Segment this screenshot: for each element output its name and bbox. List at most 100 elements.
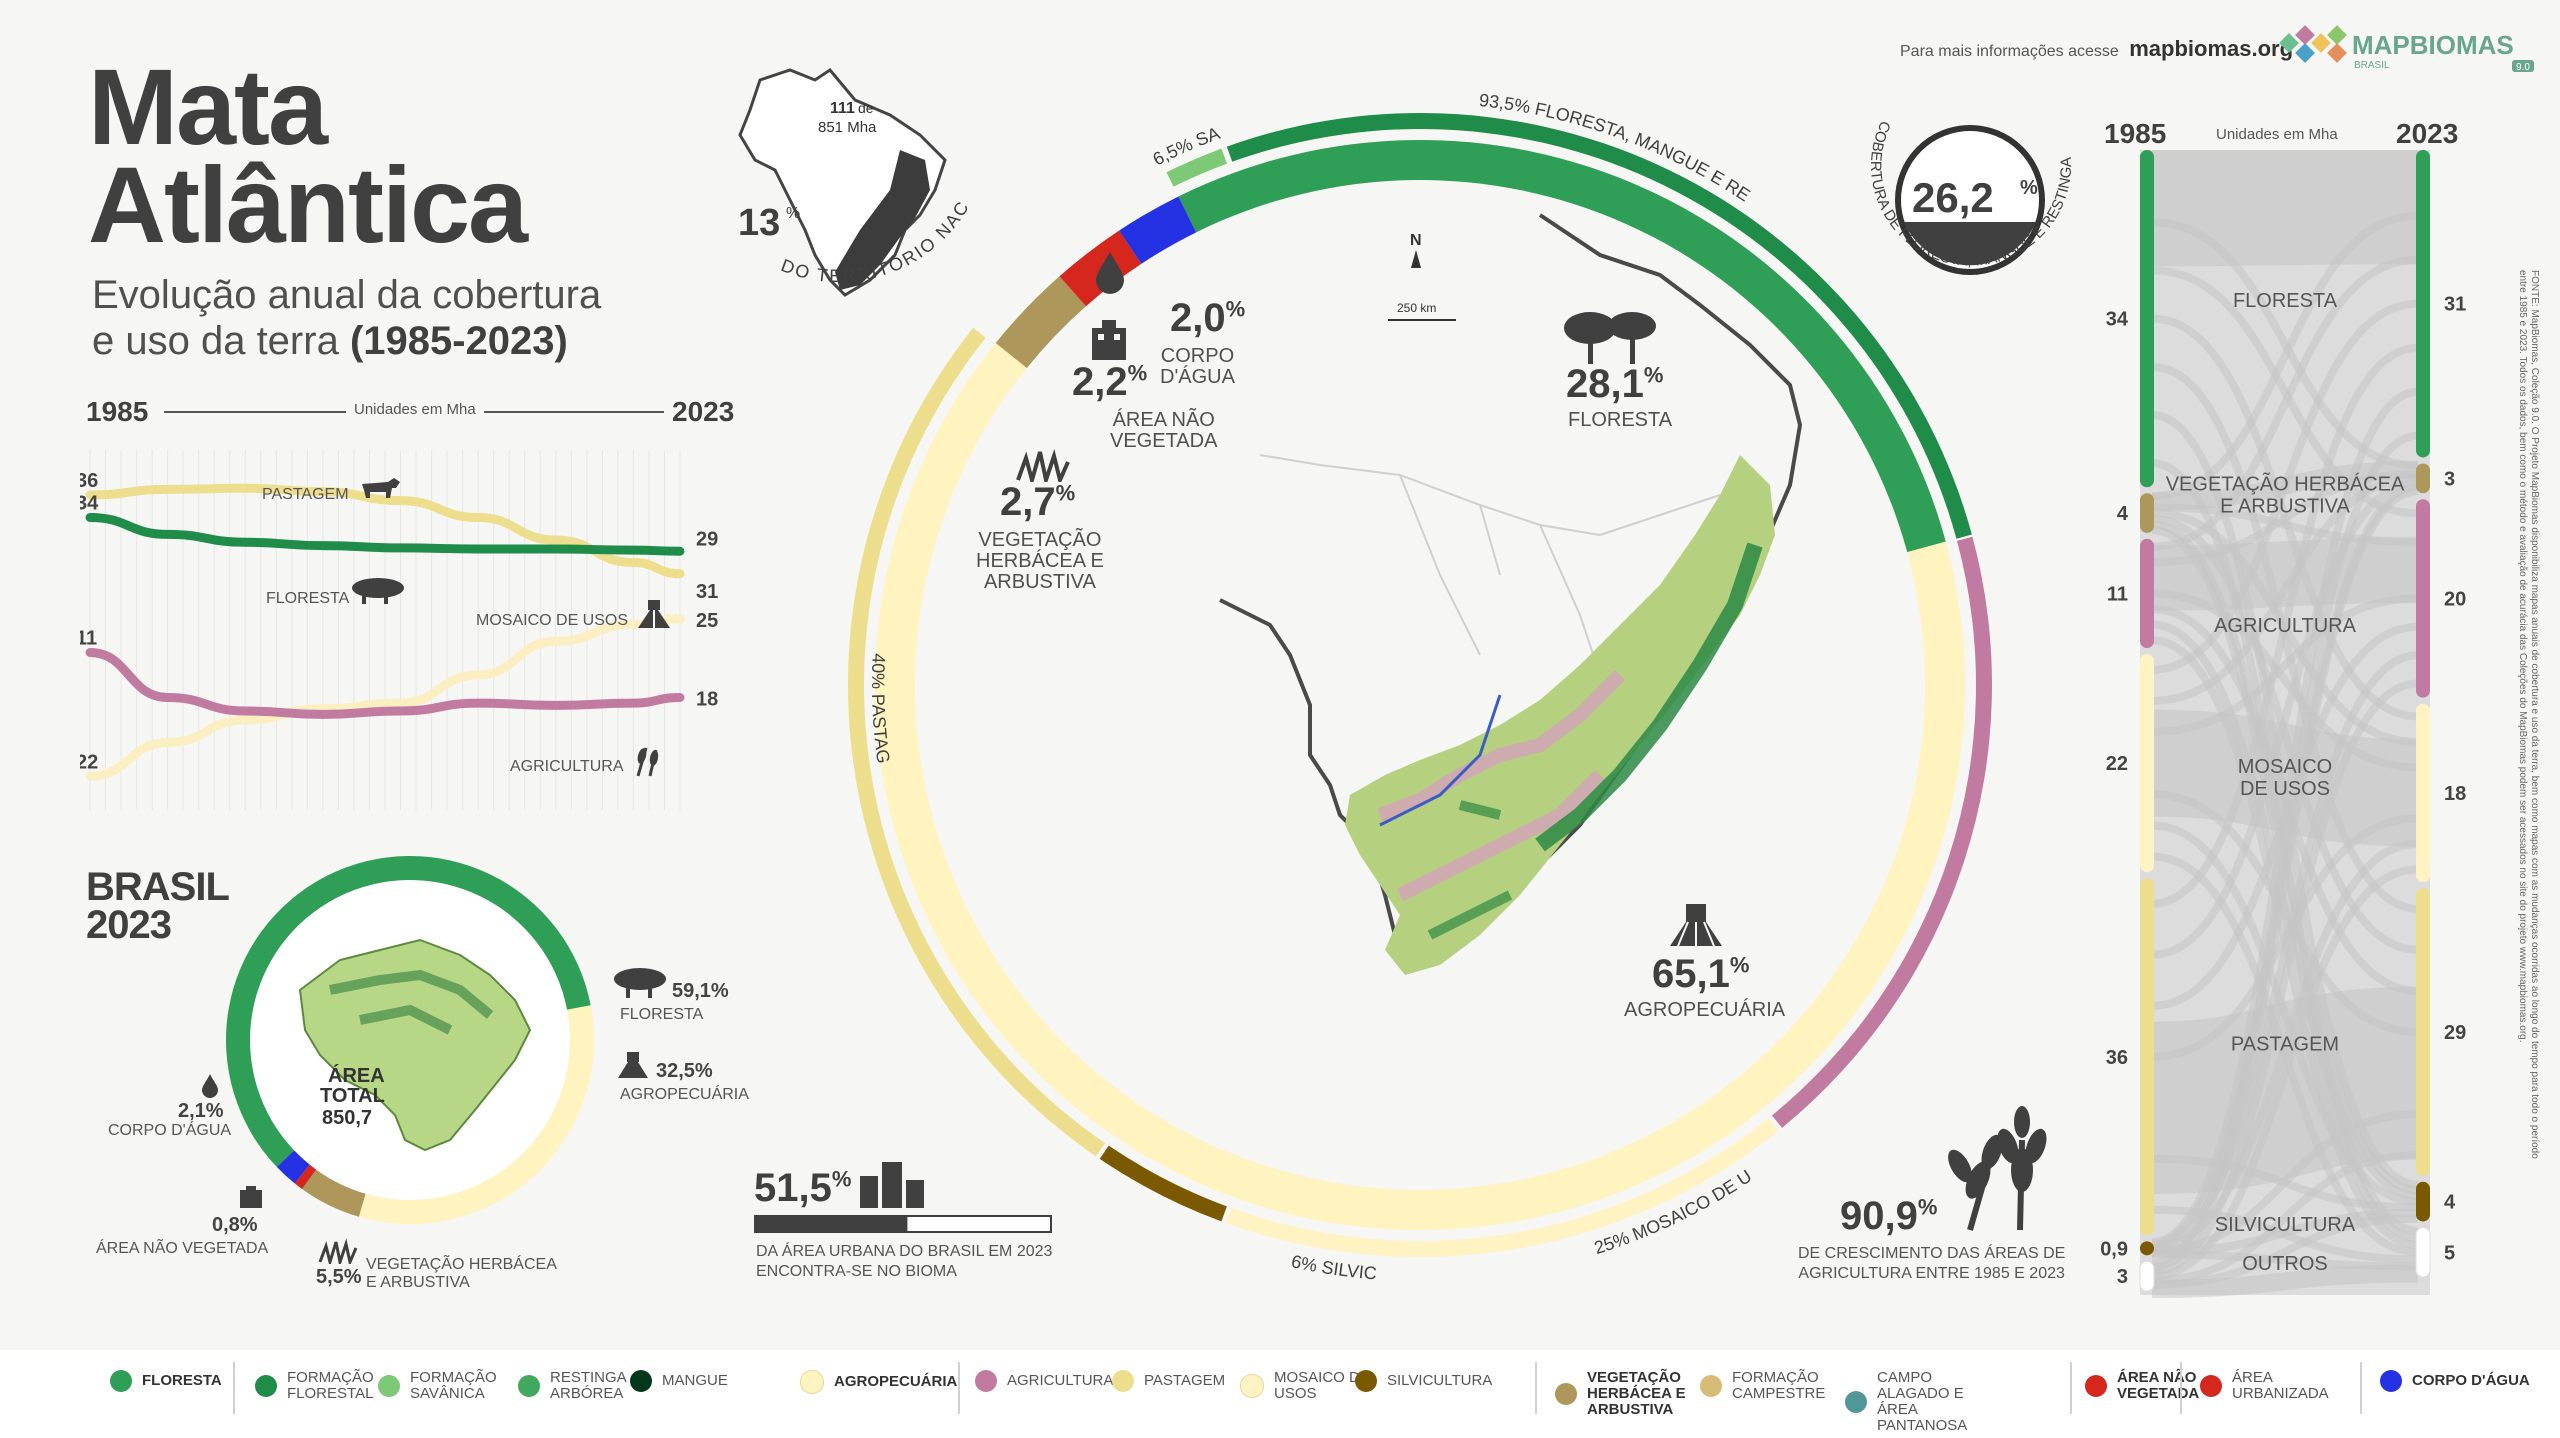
brasil-veg-pct: 5,5% — [316, 1266, 362, 1288]
line-chart-units: Unidades em Mha — [346, 401, 484, 418]
sankey-cat-3: DE USOS — [2240, 778, 2330, 800]
legend-dot — [1700, 1375, 1722, 1397]
brasil-nao-veg-label: ÁREA NÃO VEGETADA — [96, 1240, 269, 1257]
main-donut-inner-ring — [874, 140, 1965, 1230]
main-donut-outer-ring — [848, 112, 1992, 1257]
main-donut: 93,5% FLORESTA, MANGUE E RESTINGA ARBÓRE… — [840, 55, 2000, 1283]
territory-total: 851 Mha — [818, 119, 877, 136]
sankey-node-2023-6 — [2415, 1226, 2431, 1278]
brasil-grass-icon — [318, 1238, 358, 1264]
sankey-node-1985-6 — [2139, 1260, 2155, 1292]
sankey-units: Unidades em Mha — [2216, 126, 2338, 143]
brasil-agua-pct: 2,1% — [178, 1100, 224, 1122]
start-label-1: 34 — [80, 493, 99, 515]
brasil-slice-2 — [302, 1169, 366, 1217]
forest-cover-value: 26,2 — [1912, 174, 1994, 221]
tree-icon — [352, 578, 404, 604]
legend-label: FORMAÇÃO CAMPESTRE — [1732, 1369, 1826, 1402]
outer-silvicultura-arc — [1099, 1145, 1227, 1222]
legend-item: FLORESTA — [110, 1370, 222, 1392]
brasil-tree-icon — [614, 968, 666, 998]
start-label-3: 11 — [80, 628, 97, 650]
sankey-value-labels: 34 4 11 22 36 0,9 3 31 3 20 18 29 4 5 — [2100, 294, 2466, 1288]
legend-dot — [630, 1370, 652, 1392]
urban-pct: 51,5% — [754, 1166, 852, 1210]
main-slice-0 — [1178, 140, 1946, 553]
brasil-building-icon — [240, 1186, 262, 1208]
sankey-flow — [2151, 537, 2419, 611]
mapbiomas-logo[interactable]: MAPBIOMAS BRASIL 9.0 — [2278, 20, 2538, 74]
start-label-2: 22 — [80, 751, 98, 773]
legend-separator — [958, 1362, 960, 1414]
sankey-val-2023-1: 3 — [2444, 468, 2455, 490]
sankey-val-2023-6: 5 — [2444, 1242, 2455, 1264]
sankey-cat-6: OUTROS — [2242, 1253, 2328, 1275]
brasil-floresta-pct: 59,1% — [672, 980, 729, 1002]
legend-dot — [1355, 1370, 1377, 1392]
brasil-center-3: 850,7 — [322, 1107, 372, 1129]
series-line-2 — [85, 614, 685, 781]
sankey-val-1985-3: 22 — [2106, 753, 2128, 775]
legend-dot — [255, 1375, 277, 1397]
legend-item: FORMAÇÃO CAMPESTRE — [1700, 1370, 1842, 1402]
legend-dot — [1555, 1383, 1577, 1405]
floresta-pct: 28,1% — [1566, 362, 1664, 406]
legend-label: FORMAÇÃO FLORESTAL — [287, 1369, 374, 1402]
agro-pct: 65,1% — [1652, 952, 1750, 996]
site-link[interactable]: mapbiomas.org — [2129, 36, 2294, 61]
sankey-flow — [2151, 343, 2419, 908]
sankey-val-1985-5: 0,9 — [2100, 1238, 2128, 1260]
agro-label: AGROPECUÁRIA — [1624, 999, 1786, 1021]
sankey-cat-1: VEGETAÇÃO HERBÁCEA — [2166, 472, 2405, 496]
sankey-cat-5: SILVICULTURA — [2215, 1214, 2356, 1236]
title-line-1: Mata — [88, 46, 328, 167]
outer-agricultura-arc — [1771, 536, 1992, 1128]
legend-dot — [378, 1375, 400, 1397]
subtitle: Evolução anual da cobertura e uso da ter… — [92, 272, 652, 364]
legend-label: SILVICULTURA — [1387, 1372, 1493, 1389]
sankey-node-1985-1 — [2140, 493, 2154, 533]
brasil-slice-3 — [294, 1164, 317, 1190]
atlantic-forest-map: N 250 km — [1219, 213, 1803, 975]
series-line-1 — [85, 513, 685, 556]
legend-label: CORPO D'ÁGUA — [2412, 1372, 2530, 1389]
brasil-veg-label: VEGETAÇÃO HERBÁCEA E ARBUSTIVA — [366, 1256, 557, 1291]
brasil-donut-slices — [226, 855, 594, 1224]
start-label-0: 36 — [80, 470, 98, 492]
legend-dot — [1240, 1374, 1264, 1398]
lc-label-mosaico: MOSAICO DE USOS — [476, 612, 629, 629]
agri-growth-caption: DE CRESCIMENTO DAS ÁREAS DE AGRICULTURA E… — [1798, 1245, 2066, 1282]
legend-item: VEGETAÇÃO HERBÁCEA E ARBUSTIVA — [1555, 1370, 1697, 1418]
urban-caption: DA ÁREA URBANA DO BRASIL EM 2023 ENCONTRA… — [756, 1243, 1053, 1280]
brasil-agua-label: CORPO D'ÁGUA — [108, 1122, 232, 1139]
legend-label: VEGETAÇÃO HERBÁCEA E ARBUSTIVA — [1587, 1369, 1686, 1418]
line-chart-year-end: 2023 — [672, 396, 735, 427]
brasil-title: BRASIL 2023 — [86, 867, 230, 945]
legend-label: ÁREA NÃO VEGETADA — [2117, 1369, 2200, 1402]
veg-label: VEGETAÇÃO HERBÁCEA E ARBUSTIVA — [976, 529, 1104, 593]
sankey-chart: 34 4 11 22 36 0,9 3 31 3 20 18 29 4 5 FLORESTA VEGETAÇ… — [2100, 150, 2466, 1298]
nao-veg-pct: 2,2% — [1072, 360, 1148, 404]
sankey-val-2023-4: 29 — [2444, 1022, 2466, 1044]
sankey-node-2023-0 — [2416, 150, 2430, 458]
legend-item: CORPO D'ÁGUA — [2380, 1370, 2530, 1392]
brasil-slice-1 — [358, 1005, 594, 1224]
legend-dot — [110, 1370, 132, 1392]
sankey-val-1985-4: 36 — [2106, 1047, 2128, 1069]
brasil-center-2: TOTAL — [320, 1085, 385, 1107]
sankey-val-1985-2: 11 — [2107, 583, 2128, 605]
page-title: Mata Atlântica — [88, 46, 528, 259]
sankey-val-1985-0: 34 — [2106, 309, 2129, 331]
brand-text: MAPBIOMAS — [2352, 30, 2514, 60]
legend-item: ÁREA URBANIZADA — [2200, 1370, 2342, 1402]
legend-bar — [0, 1350, 2560, 1438]
scale-label: 250 km — [1397, 301, 1436, 315]
legend-separator — [1535, 1362, 1537, 1414]
legend-separator — [2180, 1362, 2182, 1414]
sankey-year-start: 1985 — [2104, 118, 2167, 149]
sankey-node-1985-4 — [2140, 878, 2154, 1236]
legend-dot — [800, 1370, 824, 1394]
sankey-node-1985-2 — [2140, 538, 2154, 649]
urban-buildings-icon — [860, 1162, 924, 1208]
cow-icon — [362, 478, 400, 498]
